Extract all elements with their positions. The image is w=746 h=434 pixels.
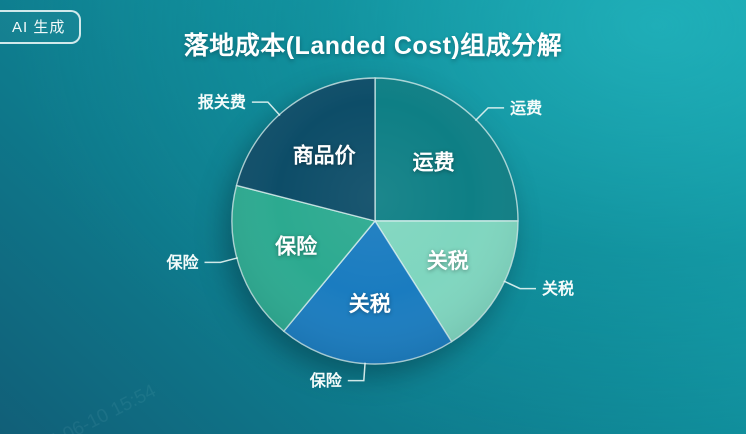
- slice-label-2: 关税: [349, 292, 391, 316]
- slice-label-1: 关税: [427, 249, 469, 273]
- slice-label-4: 商品价: [293, 144, 357, 168]
- page-title: 落地成本(Landed Cost)组成分解: [183, 32, 563, 60]
- callout-label-4: 报关费: [198, 93, 246, 112]
- callout-label-0: 运费: [510, 98, 542, 117]
- callout-line-4: [251, 101, 281, 117]
- callout-line-2: [347, 362, 366, 382]
- callout-label-1: 关税: [542, 279, 574, 298]
- ai-generated-badge-label: AI 生成: [12, 19, 66, 36]
- callout-label-2: 保险: [309, 371, 343, 390]
- pie-slices: [231, 77, 519, 365]
- slice-label-0: 运费: [413, 151, 455, 174]
- pie-slice-0: [374, 77, 519, 222]
- callout-label-3: 保险: [165, 253, 199, 272]
- slice-label-3: 保险: [274, 235, 318, 259]
- ai-generated-badge: AI 生成: [0, 10, 82, 44]
- callout-line-0: [474, 107, 505, 122]
- callout-line-3: [204, 257, 238, 264]
- callout-line-1: [503, 280, 536, 290]
